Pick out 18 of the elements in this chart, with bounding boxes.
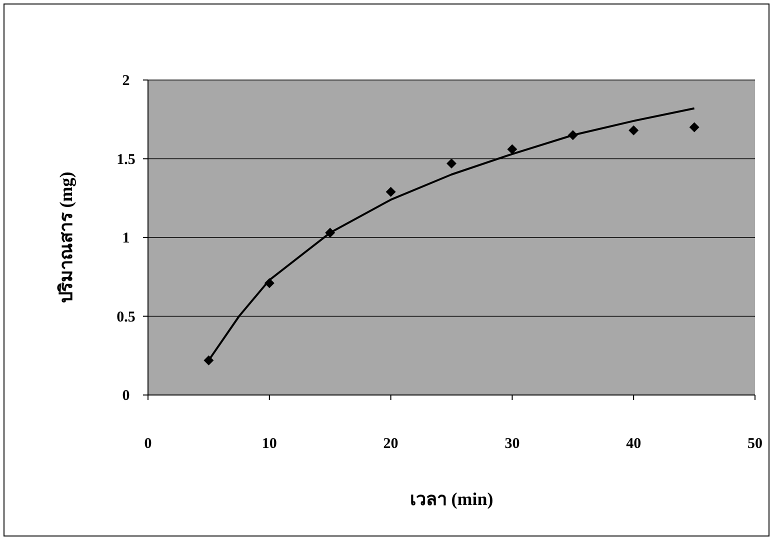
y-tick-label: 2 [122, 73, 130, 89]
point [628, 125, 639, 136]
x-tick-label: 40 [626, 436, 642, 452]
point [446, 158, 456, 168]
y-tick-label: 1.5 [116, 152, 136, 168]
x-tick-label: 50 [748, 436, 762, 452]
x-axis-title: เวลา (min) [410, 489, 494, 509]
point [507, 144, 518, 154]
x-tick-label: 30 [504, 436, 520, 452]
x-tick-label: 20 [383, 436, 398, 452]
point [386, 186, 396, 197]
x-tick-label: 0 [144, 436, 152, 452]
y-axis-title: ปริมาณสาร (mg) [56, 172, 76, 304]
y-tick-label: 0.5 [116, 309, 136, 326]
x-tick-label: 10 [262, 436, 277, 452]
y-tick-label: 1 [122, 230, 130, 246]
y-tick-label: 0 [122, 388, 130, 404]
point [689, 122, 700, 132]
